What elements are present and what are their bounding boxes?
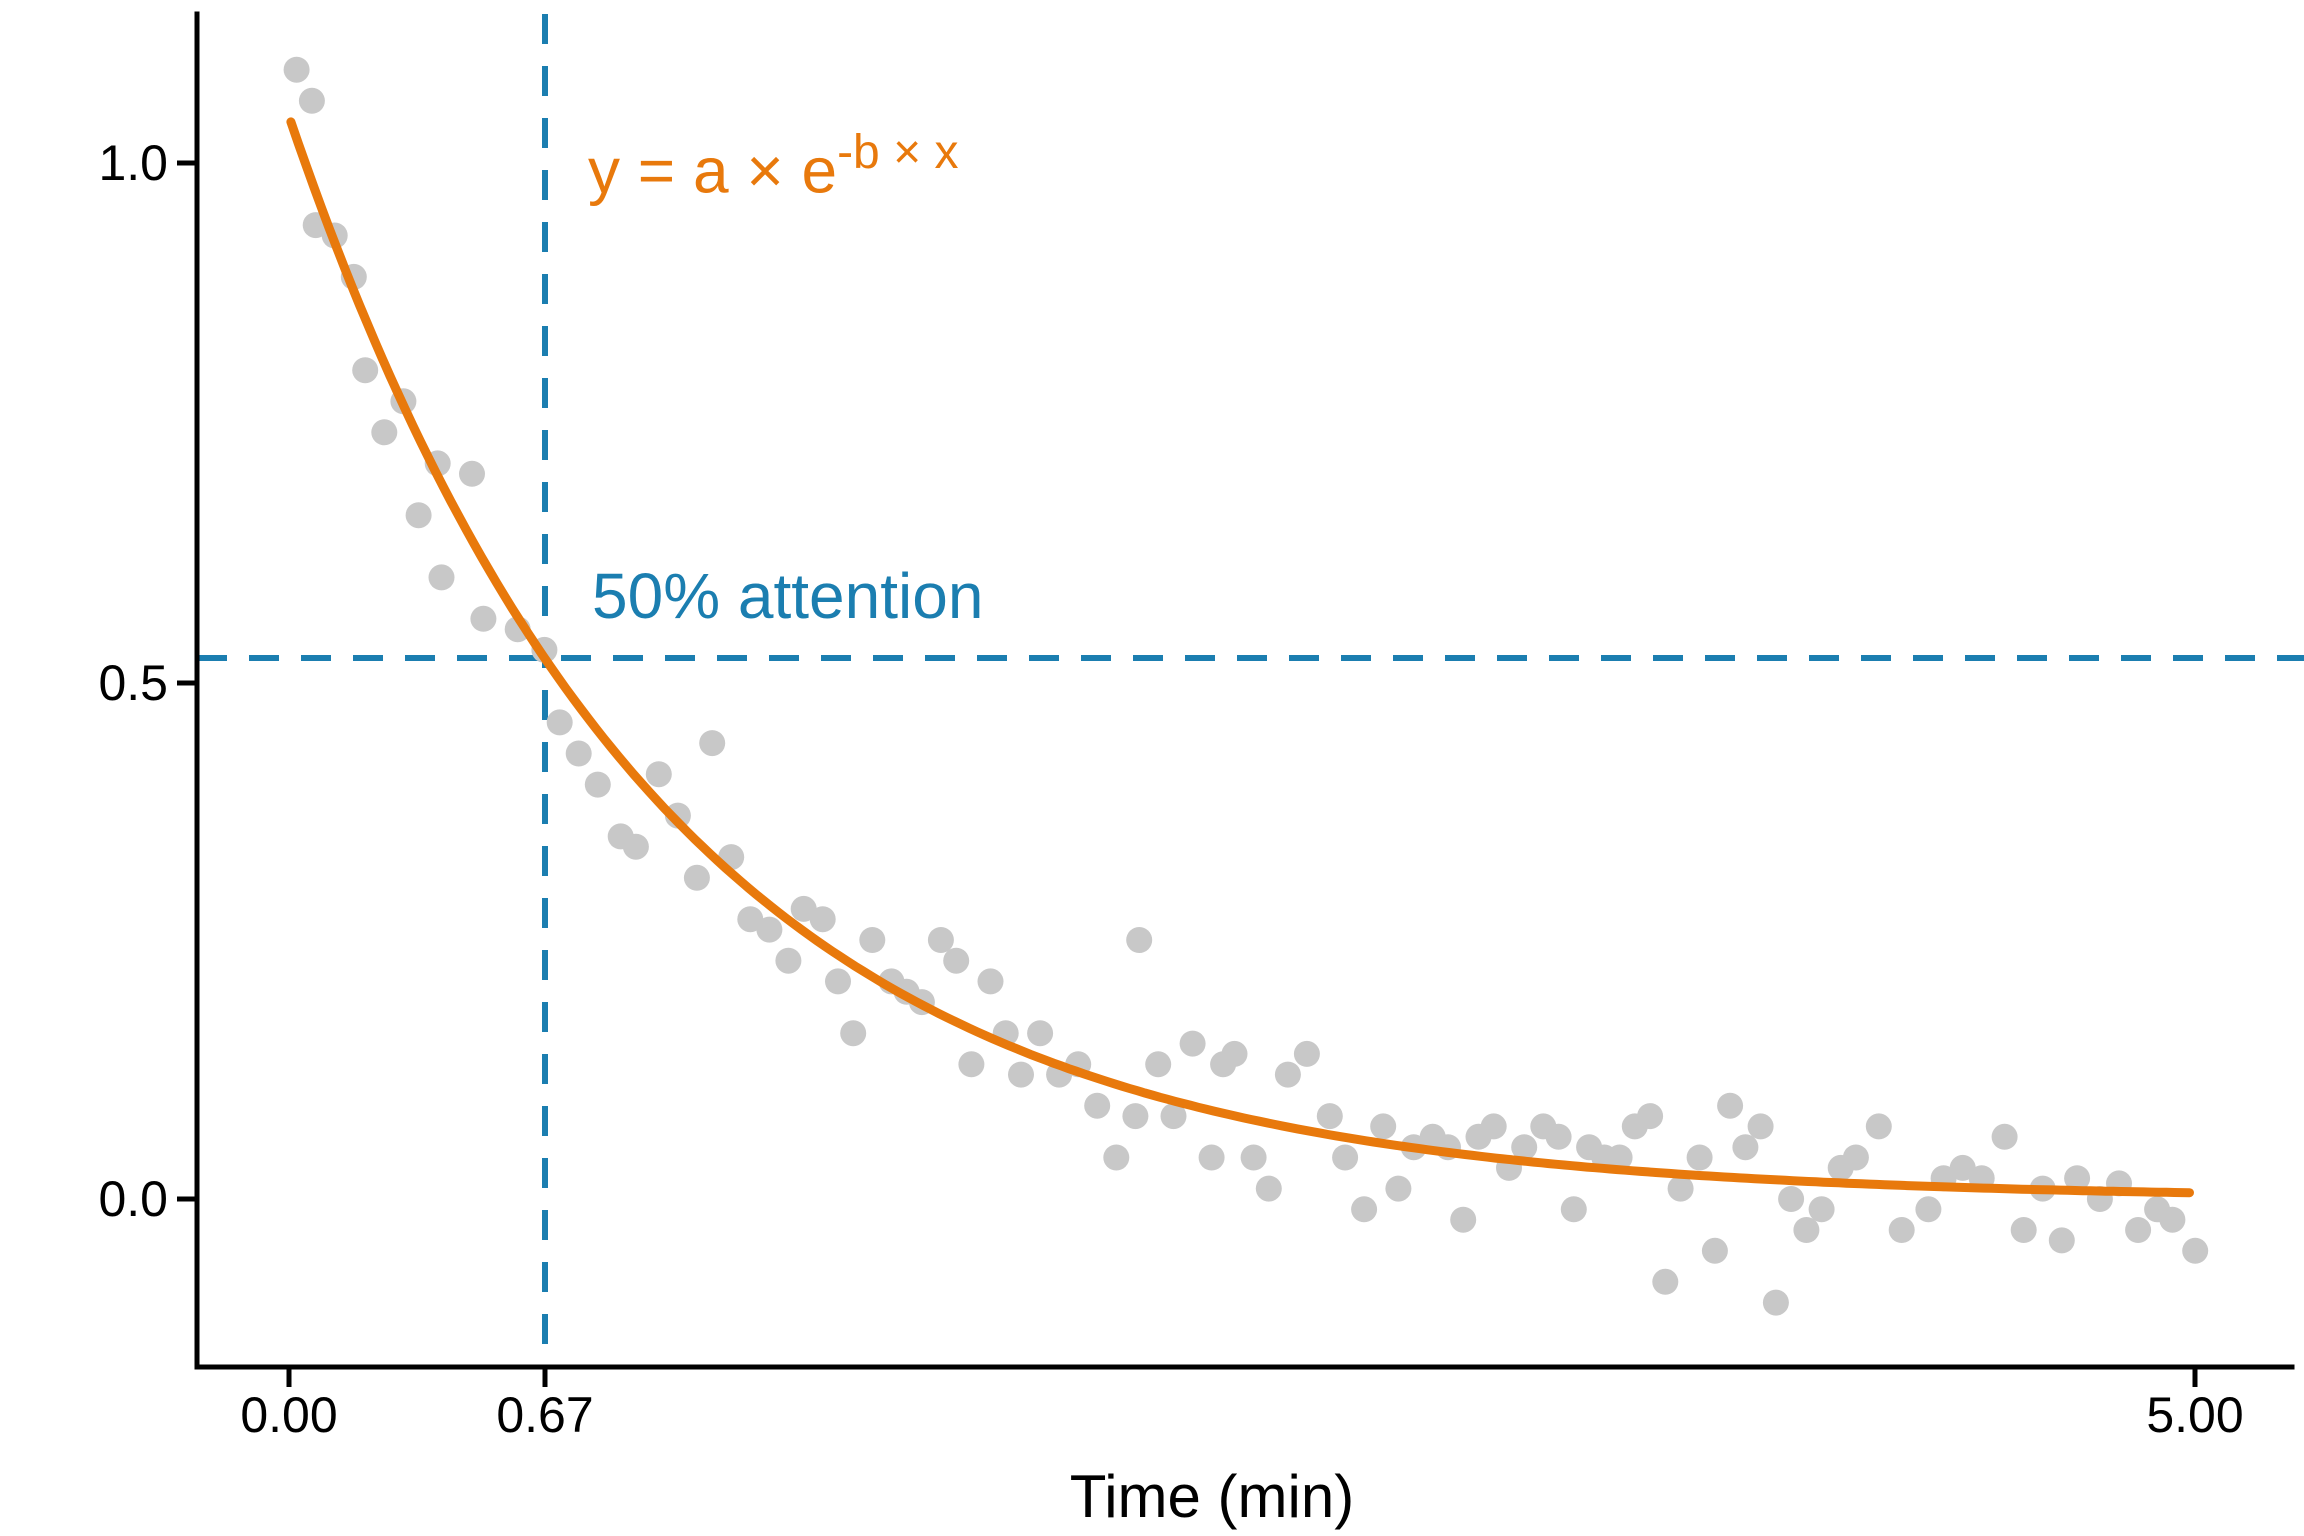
data-point bbox=[1717, 1092, 1744, 1119]
data-point bbox=[645, 761, 672, 788]
data-point bbox=[2182, 1237, 2209, 1264]
data-point bbox=[699, 730, 726, 757]
data-point bbox=[622, 833, 649, 860]
data-point bbox=[1351, 1196, 1378, 1223]
data-point bbox=[859, 927, 886, 953]
data-point bbox=[1511, 1134, 1538, 1161]
data-point bbox=[283, 56, 310, 83]
data-point bbox=[1240, 1144, 1267, 1171]
data-point bbox=[958, 1051, 985, 1078]
data-point bbox=[1008, 1061, 1034, 1088]
data-point bbox=[470, 605, 497, 632]
data-point bbox=[1732, 1134, 1759, 1161]
data-point bbox=[756, 916, 783, 943]
data-point bbox=[1686, 1144, 1713, 1171]
fit-formula-annotation: y = a × e-b × x bbox=[588, 118, 958, 207]
data-point bbox=[1221, 1040, 1248, 1067]
data-point bbox=[1606, 1144, 1633, 1171]
data-point bbox=[1103, 1144, 1130, 1171]
data-point bbox=[428, 564, 455, 591]
data-point bbox=[1793, 1217, 1820, 1243]
data-point bbox=[352, 357, 379, 384]
data-point bbox=[1255, 1175, 1282, 1202]
data-point bbox=[1385, 1175, 1412, 1202]
data-point bbox=[1865, 1113, 1892, 1140]
y-tick-label-1.0: 1.0 bbox=[98, 135, 168, 191]
formula-base: y = a × e bbox=[588, 134, 838, 207]
data-point bbox=[1293, 1040, 1320, 1067]
data-point bbox=[546, 709, 573, 736]
data-point bbox=[2064, 1165, 2091, 1192]
data-point bbox=[2125, 1217, 2152, 1243]
fit-curve-line bbox=[286, 117, 2194, 1198]
data-point bbox=[825, 968, 851, 995]
data-point bbox=[683, 864, 710, 891]
x-tick-label-0.67: 0.67 bbox=[496, 1387, 594, 1443]
y-tick-label-0.0: 0.0 bbox=[98, 1171, 168, 1227]
data-point bbox=[1637, 1103, 1664, 1130]
data-point bbox=[371, 419, 398, 446]
data-point bbox=[1949, 1154, 1976, 1181]
half-attention-label: 50% attention bbox=[592, 560, 984, 632]
data-point bbox=[2010, 1217, 2037, 1243]
data-point bbox=[1316, 1103, 1343, 1130]
data-point bbox=[1762, 1289, 1789, 1316]
data-point bbox=[459, 460, 485, 487]
data-point bbox=[1667, 1175, 1694, 1202]
data-point bbox=[1915, 1196, 1942, 1223]
data-point bbox=[1480, 1113, 1507, 1140]
data-point bbox=[1747, 1113, 1774, 1140]
data-point bbox=[737, 906, 764, 933]
x-tick-label-0.00: 0.00 bbox=[240, 1387, 338, 1443]
data-point bbox=[1027, 1020, 1054, 1047]
data-point bbox=[1122, 1103, 1149, 1130]
formula-exponent: -b × x bbox=[837, 125, 959, 179]
data-point bbox=[298, 87, 325, 114]
data-point bbox=[1545, 1123, 1572, 1150]
data-point bbox=[405, 502, 432, 529]
data-point bbox=[1198, 1144, 1225, 1171]
x-tick-label-5.00: 5.00 bbox=[2146, 1387, 2244, 1443]
y-tick-label-0.5: 0.5 bbox=[98, 655, 168, 711]
data-point bbox=[1179, 1030, 1206, 1057]
data-point bbox=[1160, 1103, 1187, 1130]
data-point bbox=[1370, 1113, 1397, 1140]
data-point bbox=[1084, 1092, 1111, 1119]
data-point bbox=[2048, 1227, 2075, 1254]
scatter-points bbox=[283, 56, 2209, 1316]
data-point bbox=[1842, 1144, 1869, 1171]
data-point bbox=[927, 927, 954, 953]
data-point bbox=[790, 895, 817, 922]
data-point bbox=[809, 906, 836, 933]
data-point bbox=[1808, 1196, 1835, 1223]
data-point bbox=[1888, 1217, 1915, 1243]
data-point bbox=[1332, 1144, 1359, 1171]
data-point bbox=[1274, 1061, 1301, 1088]
data-point bbox=[1778, 1186, 1805, 1212]
data-point bbox=[840, 1020, 867, 1047]
data-point bbox=[2159, 1206, 2186, 1233]
data-point bbox=[1450, 1206, 1477, 1233]
data-point bbox=[1126, 927, 1153, 953]
data-point bbox=[775, 947, 802, 974]
data-point bbox=[943, 947, 970, 974]
data-point bbox=[1652, 1268, 1679, 1295]
data-point bbox=[1701, 1237, 1728, 1264]
data-point bbox=[1145, 1051, 1172, 1078]
data-point bbox=[584, 771, 611, 798]
data-point bbox=[977, 968, 1004, 995]
data-point bbox=[1991, 1123, 2018, 1150]
x-axis-title: Time (min) bbox=[1069, 1463, 1355, 1530]
data-point bbox=[565, 740, 592, 767]
data-point bbox=[1560, 1196, 1587, 1223]
